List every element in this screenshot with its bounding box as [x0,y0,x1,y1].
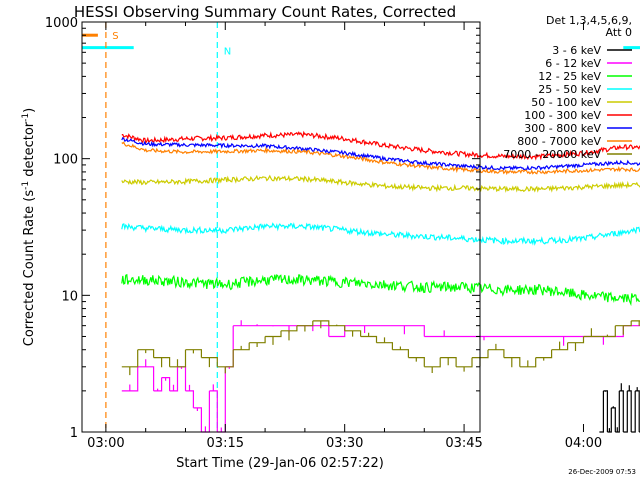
x-tick-label: 03:00 [87,436,124,451]
series-3-6-kev [599,383,640,433]
series-100-300-kev [121,130,640,161]
y-axis: 1 10 100 1000 [45,16,480,441]
annotation-s: S [112,31,118,42]
legend-label-7000-20000-kev: 7000 - 20000 keV [503,148,601,161]
x-tick-label: 03:45 [445,436,482,451]
series-50-100-kev [121,174,640,193]
y-axis-label-sup2: -1 [21,113,31,122]
legend-label-800-7000-kev: 800 - 7000 keV [517,135,601,148]
series-800-7000-kev [121,141,640,176]
legend-label-6-12-kev: 6 - 12 keV [545,57,601,70]
y-tick-label: 10 [61,289,78,304]
legend-label-300-800-kev: 300 - 800 keV [524,122,601,135]
series-12-25-kev [121,273,640,307]
series-7000-20000-kev [121,320,640,376]
chart-title: HESSI Observing Summary Count Rates, Cor… [74,3,456,21]
series-6-12-kev [121,320,640,433]
x-tick-label: 04:00 [565,436,602,451]
y-axis-label-sup1: -1 [21,181,31,190]
legend-label-25-50-kev: 25 - 50 keV [538,83,601,96]
y-tick-label: 100 [53,153,78,168]
y-axis-label-mid: detector [22,121,37,181]
y-axis-label-part: Corrected Count Rate (s [22,190,37,347]
legend-label-50-100-kev: 50 - 100 keV [531,96,601,109]
legend-header-attenuator: Att 0 [606,26,632,39]
series-300-800-kev [121,136,640,171]
y-tick-label: 1000 [45,16,78,31]
legend-label-12-25-kev: 12 - 25 keV [538,70,601,83]
x-axis-label: Start Time (29-Jan-06 02:57:22) [176,456,384,471]
plot-content: SN [82,22,640,433]
x-tick-label: 03:30 [326,436,363,451]
plot-frame [81,21,481,433]
y-axis-label: Corrected Count Rate (s-1 detector-1) [21,108,37,346]
y-axis-label-end: ) [22,108,37,113]
x-tick-label: 03:15 [207,436,244,451]
footer-timestamp: 26-Dec-2009 07:53 [568,468,636,476]
series-25-50-kev [121,222,640,246]
annotation-n: N [224,46,231,57]
legend-label-100-300-kev: 100 - 300 keV [524,109,601,122]
legend-header-detectors: Det 1,3,4,5,6,9, [546,14,632,27]
legend-label-3-6-kev: 3 - 6 keV [552,44,601,57]
y-tick-label: 1 [70,426,78,441]
